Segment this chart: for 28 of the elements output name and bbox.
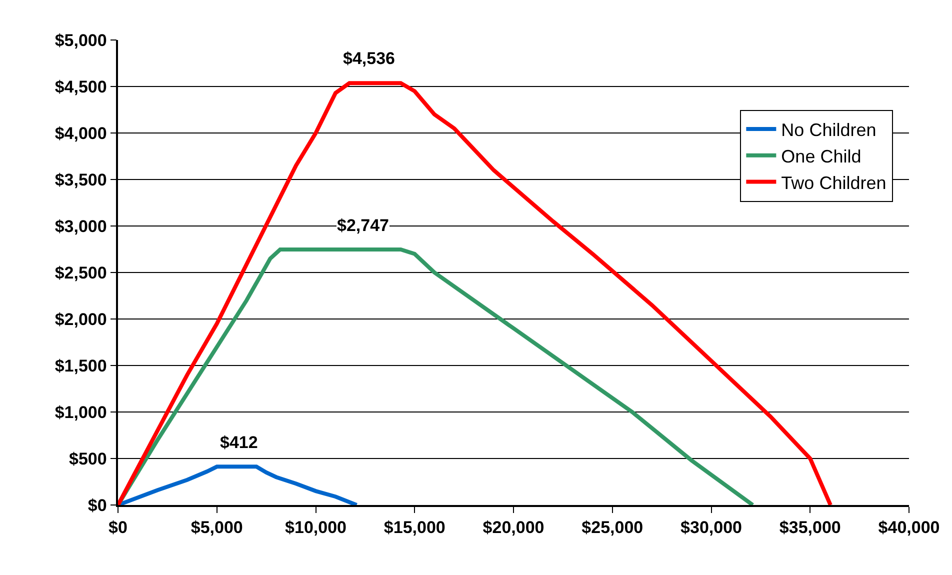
y-tick-label: $2,000	[54, 310, 107, 329]
x-tick-label: $20,000	[482, 518, 544, 538]
y-tick-label: $5,000	[54, 30, 107, 50]
y-tick-label: $4,500	[54, 77, 107, 96]
annotation: $4,536	[343, 49, 395, 68]
legend-label: No Children	[781, 120, 876, 140]
y-tick-label: $3,000	[54, 216, 107, 236]
y-tick-label: $1,500	[54, 356, 107, 376]
x-tick-label: $10,000	[285, 518, 346, 538]
annotation: $2,747	[337, 216, 389, 235]
y-tick-label: $0	[88, 496, 107, 515]
legend-label: One Child	[781, 146, 862, 166]
y-tick-label: $3,500	[54, 170, 107, 190]
y-tick-label: $4,000	[54, 124, 107, 143]
x-tick-label: $5,000	[190, 518, 243, 538]
x-tick-label: $30,000	[680, 518, 742, 538]
x-tick-label: $15,000	[384, 518, 446, 538]
x-tick-label: $35,000	[779, 518, 841, 538]
y-tick-label: $1,000	[54, 402, 107, 422]
line-series	[118, 248, 755, 505]
legend-label: Two Children	[781, 172, 886, 193]
annotation: $412	[220, 433, 258, 452]
line-series	[118, 464, 359, 505]
x-tick-label: $0	[108, 518, 128, 538]
x-tick-label: $25,000	[582, 518, 644, 538]
y-tick-label: $2,500	[54, 263, 107, 282]
x-tick-label: $40,000	[878, 518, 940, 538]
y-tick-label: $500	[69, 449, 107, 468]
